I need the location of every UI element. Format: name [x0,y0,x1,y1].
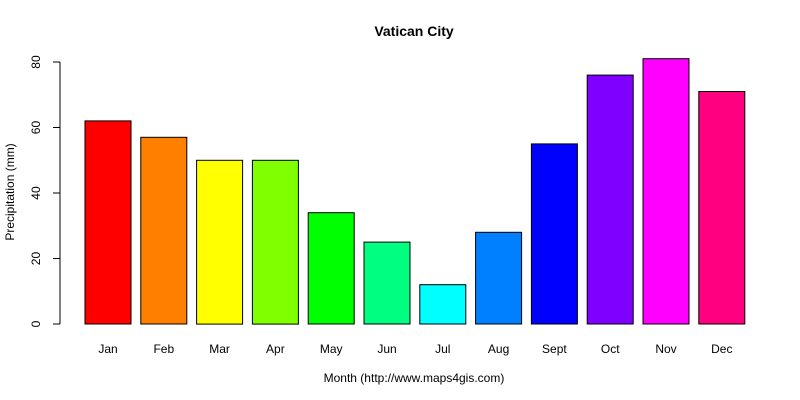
bar-oct [586,74,634,325]
y-axis: 0 20 40 60 80 [29,55,61,327]
bar-aug [475,231,523,325]
bar-apr [251,159,299,325]
x-tick-label: Apr [266,342,285,356]
x-tick-label: May [320,342,343,356]
y-tick-label: 20 [29,252,43,266]
x-tick-label: Jun [377,342,396,356]
bar-mar [196,159,244,325]
x-tick-label: Sept [542,342,567,356]
x-tick-label: Nov [655,342,676,356]
x-tick-label: Aug [488,342,509,356]
x-tick-label: Dec [711,342,732,356]
y-tick-label: 60 [29,121,43,135]
x-tick-label: Jan [98,342,117,356]
bars-group [84,58,746,325]
bar-may [307,212,355,325]
bar-jan [84,120,132,325]
bar-dec [698,91,746,325]
bar-feb [140,136,188,325]
y-tick-label: 40 [29,186,43,200]
y-tick-label: 0 [29,320,43,327]
bar-nov [642,58,690,325]
x-tick-label: Feb [153,342,174,356]
x-axis-label: Month (http://www.maps4gis.com) [324,371,505,385]
x-tick-labels: Jan Feb Mar Apr May Jun Jul Aug Sept Oct Nov Dec [98,342,732,356]
chart-title: Vatican City [374,23,454,39]
bar-jun [363,241,411,325]
x-tick-label: Mar [209,342,230,356]
bar-sept [530,143,578,325]
y-axis-label: Precipitation (mm) [3,143,17,240]
bar-jul [419,284,467,325]
x-tick-label: Oct [601,342,620,356]
x-tick-label: Jul [435,342,450,356]
y-tick-label: 80 [29,55,43,69]
